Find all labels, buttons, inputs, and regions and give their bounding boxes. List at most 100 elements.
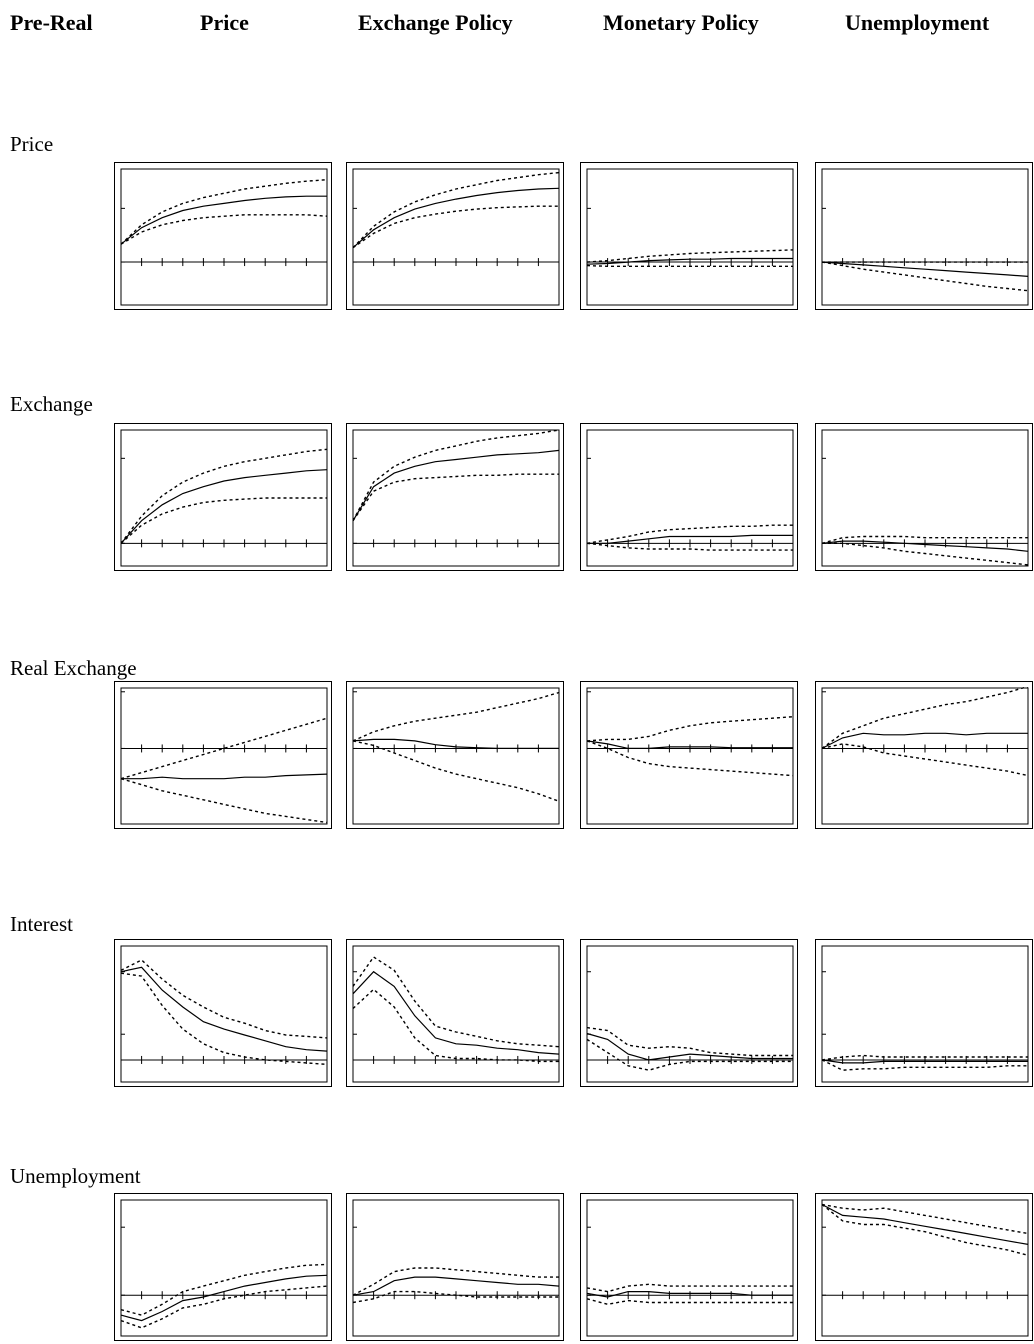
column-header-exchange-policy: Exchange Policy — [358, 10, 513, 35]
panel-real-exchange-by-unemployment — [815, 681, 1033, 829]
column-header-monetary-policy: Monetary Policy — [603, 10, 759, 35]
plot-area — [821, 687, 1029, 825]
plot-area — [352, 1199, 560, 1337]
series-response — [120, 966, 328, 1052]
series-response — [821, 261, 1029, 277]
panel-exchange-by-unemployment — [815, 423, 1033, 571]
plot-frame — [586, 168, 794, 306]
plot-area — [120, 168, 328, 306]
plot-frame — [120, 687, 328, 825]
series-upper-band — [352, 1267, 559, 1296]
series-lower-band — [586, 740, 794, 777]
plot-frame — [821, 687, 1029, 825]
panel-plot — [352, 945, 560, 1083]
series-response — [587, 534, 793, 544]
plot-frame — [352, 429, 560, 567]
plot-area — [821, 945, 1029, 1083]
plot-frame — [120, 1199, 328, 1337]
series-response — [120, 1274, 328, 1322]
series-response — [821, 1203, 1029, 1245]
panel-exchange-by-monetary-policy — [580, 423, 798, 571]
series-lower-band — [586, 1298, 793, 1306]
series-upper-band — [120, 179, 328, 245]
panel-plot — [352, 687, 560, 825]
series-lower-band — [120, 1285, 328, 1329]
series-response — [586, 1290, 793, 1298]
panel-plot — [120, 945, 328, 1083]
series-upper-band — [120, 448, 328, 544]
panel-plot — [586, 1199, 794, 1337]
plot-area — [120, 1199, 328, 1337]
panel-real-exchange-by-monetary-policy — [580, 681, 798, 829]
plot-frame — [120, 168, 328, 306]
plot-frame — [352, 945, 560, 1083]
series-upper-band — [821, 1054, 1028, 1061]
panel-exchange-by-price — [114, 423, 332, 571]
plot-area — [586, 687, 794, 825]
panel-interest-by-unemployment — [815, 939, 1033, 1087]
series-response — [586, 257, 793, 265]
panel-price-by-price — [114, 162, 332, 310]
panel-unemployment-by-exchange-policy — [346, 1193, 564, 1341]
panel-price-by-unemployment — [815, 162, 1033, 310]
series-response — [352, 449, 560, 522]
series-lower-band — [120, 214, 328, 245]
series-lower-band — [586, 1038, 793, 1071]
panel-plot — [586, 168, 794, 306]
series-response — [352, 1276, 560, 1296]
series-response — [821, 540, 1029, 552]
series-lower-band — [821, 1059, 1028, 1071]
series-upper-band — [821, 535, 1028, 544]
plot-area — [821, 168, 1029, 306]
series-upper-band — [120, 959, 328, 1039]
panel-plot — [120, 168, 328, 306]
plot-area — [586, 429, 794, 567]
series-upper-band — [586, 524, 793, 544]
series-upper-band — [352, 956, 560, 1048]
plot-frame — [352, 687, 560, 825]
series-response — [120, 195, 327, 245]
plot-frame — [821, 945, 1029, 1083]
panel-exchange-by-exchange-policy — [346, 423, 564, 571]
column-header-unemployment: Unemployment — [845, 10, 990, 35]
series-upper-band — [586, 1283, 793, 1293]
plot-area — [120, 687, 328, 825]
row-label-interest: Interest — [10, 912, 73, 936]
series-lower-band — [586, 264, 793, 268]
series-lower-band — [821, 1203, 1029, 1256]
series-upper-band — [120, 1263, 328, 1316]
panel-plot — [586, 945, 794, 1083]
plot-frame — [586, 945, 794, 1083]
plot-area — [352, 945, 560, 1083]
panel-plot — [352, 429, 560, 567]
row-label-price: Price — [10, 132, 54, 156]
plot-frame — [352, 1199, 560, 1337]
panel-interest-by-price — [114, 939, 332, 1087]
plot-frame — [586, 687, 794, 825]
column-header-price: Price — [200, 10, 249, 35]
series-response — [586, 740, 793, 750]
panel-interest-by-monetary-policy — [580, 939, 798, 1087]
panel-real-exchange-by-price — [114, 681, 332, 829]
series-response — [821, 1059, 1028, 1064]
panel-plot — [821, 1199, 1029, 1337]
series-response — [352, 187, 560, 249]
panel-plot — [821, 945, 1029, 1083]
series-lower-band — [120, 497, 327, 544]
series-lower-band — [822, 542, 1029, 566]
plot-area — [586, 168, 794, 306]
panel-price-by-monetary-policy — [580, 162, 798, 310]
panel-plot — [821, 687, 1029, 825]
panel-plot — [120, 1199, 328, 1337]
panel-plot — [352, 168, 560, 306]
series-upper-band — [586, 1026, 793, 1057]
column-header-pre-real: Pre-Real — [10, 10, 93, 35]
series-response — [821, 732, 1028, 749]
series-lower-band — [352, 473, 559, 522]
panel-plot — [821, 168, 1029, 306]
series-lower-band — [586, 542, 793, 551]
panel-unemployment-by-unemployment — [815, 1193, 1033, 1341]
series-lower-band — [120, 972, 328, 1066]
panel-plot — [821, 429, 1029, 567]
panel-plot — [352, 1199, 560, 1337]
